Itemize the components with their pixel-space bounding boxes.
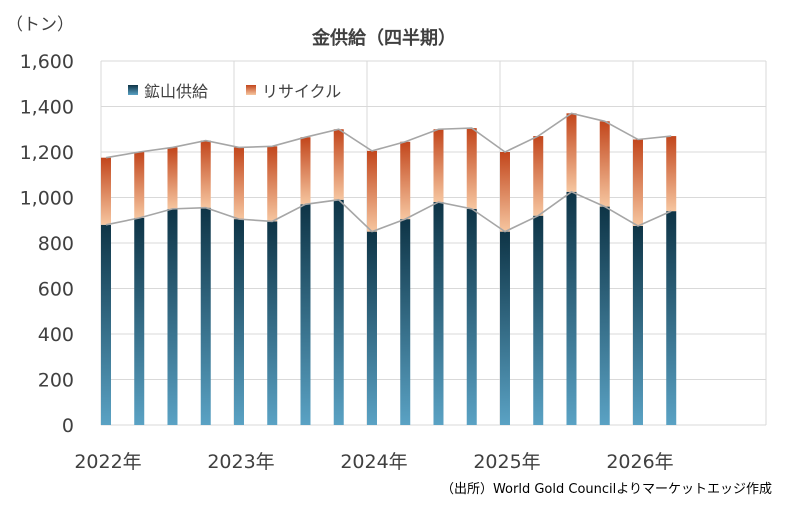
bar-mining xyxy=(333,199,344,425)
legend-label-mining: 鉱山供給 xyxy=(144,82,208,101)
y-tick-label: 0 xyxy=(62,415,74,437)
x-tick-label: 2023年 xyxy=(207,451,274,473)
line-total-level xyxy=(105,112,672,159)
bar-recycle xyxy=(466,128,477,209)
bar-recycle xyxy=(400,141,411,220)
y-tick-label: 600 xyxy=(38,279,74,301)
bar-mining xyxy=(433,202,444,425)
bar-mining xyxy=(300,204,311,425)
chart-title: 金供給（四半期） xyxy=(311,27,456,49)
bar-mining xyxy=(366,231,377,425)
bar-mining xyxy=(233,219,244,425)
legend-label-recycle: リサイクル xyxy=(262,82,341,101)
bar-recycle xyxy=(566,113,577,192)
y-tick-label: 1,200 xyxy=(20,142,74,164)
bar-recycle xyxy=(599,121,610,207)
bar-recycle xyxy=(666,136,677,212)
bar-recycle xyxy=(366,150,377,232)
bar-recycle xyxy=(167,147,178,209)
bar-recycle xyxy=(267,146,278,222)
x-tick-label: 2025年 xyxy=(473,451,540,473)
x-tick-label: 2024年 xyxy=(340,451,407,473)
y-axis-unit-label: （トン） xyxy=(6,15,74,35)
bar-mining xyxy=(100,224,111,425)
x-tick-label: 2026年 xyxy=(606,451,673,473)
bar-mining xyxy=(134,217,145,425)
bar-recycle xyxy=(233,147,244,220)
bar-mining xyxy=(632,225,643,425)
x-tick-label: 2022年 xyxy=(74,451,141,473)
bar-recycle xyxy=(333,129,344,200)
bar-recycle xyxy=(433,129,444,203)
bar-mining xyxy=(499,231,510,425)
y-tick-label: 1,000 xyxy=(20,188,74,210)
bar-mining xyxy=(566,191,577,425)
chart-legend: 鉱山供給 リサイクル xyxy=(128,82,341,101)
y-tick-label: 1,600 xyxy=(20,51,74,73)
line-mining-level xyxy=(105,190,672,233)
bar-recycle xyxy=(499,152,510,232)
bar-recycle xyxy=(100,157,111,225)
bar-recycle xyxy=(533,136,544,216)
bar-mining xyxy=(599,206,610,425)
bar-mining xyxy=(666,211,677,425)
bar-recycle xyxy=(632,139,643,226)
y-tick-label: 1,400 xyxy=(20,97,74,119)
source-note: （出所）World Gold Councilよりマーケットエッジ作成 xyxy=(441,482,772,497)
bar-recycle xyxy=(200,140,211,208)
bar-recycle xyxy=(300,137,311,205)
bar-mining xyxy=(533,215,544,425)
y-tick-label: 200 xyxy=(38,370,74,392)
legend-swatch-mining xyxy=(128,85,138,95)
legend-swatch-recycle xyxy=(246,85,256,95)
y-tick-label: 400 xyxy=(38,324,74,346)
bar-mining xyxy=(200,207,211,425)
bar-mining xyxy=(167,208,178,425)
bar-mining xyxy=(466,208,477,425)
bar-mining xyxy=(400,219,411,425)
y-tick-label: 800 xyxy=(38,233,74,255)
bar-recycle xyxy=(134,152,145,218)
bar-mining xyxy=(267,221,278,425)
